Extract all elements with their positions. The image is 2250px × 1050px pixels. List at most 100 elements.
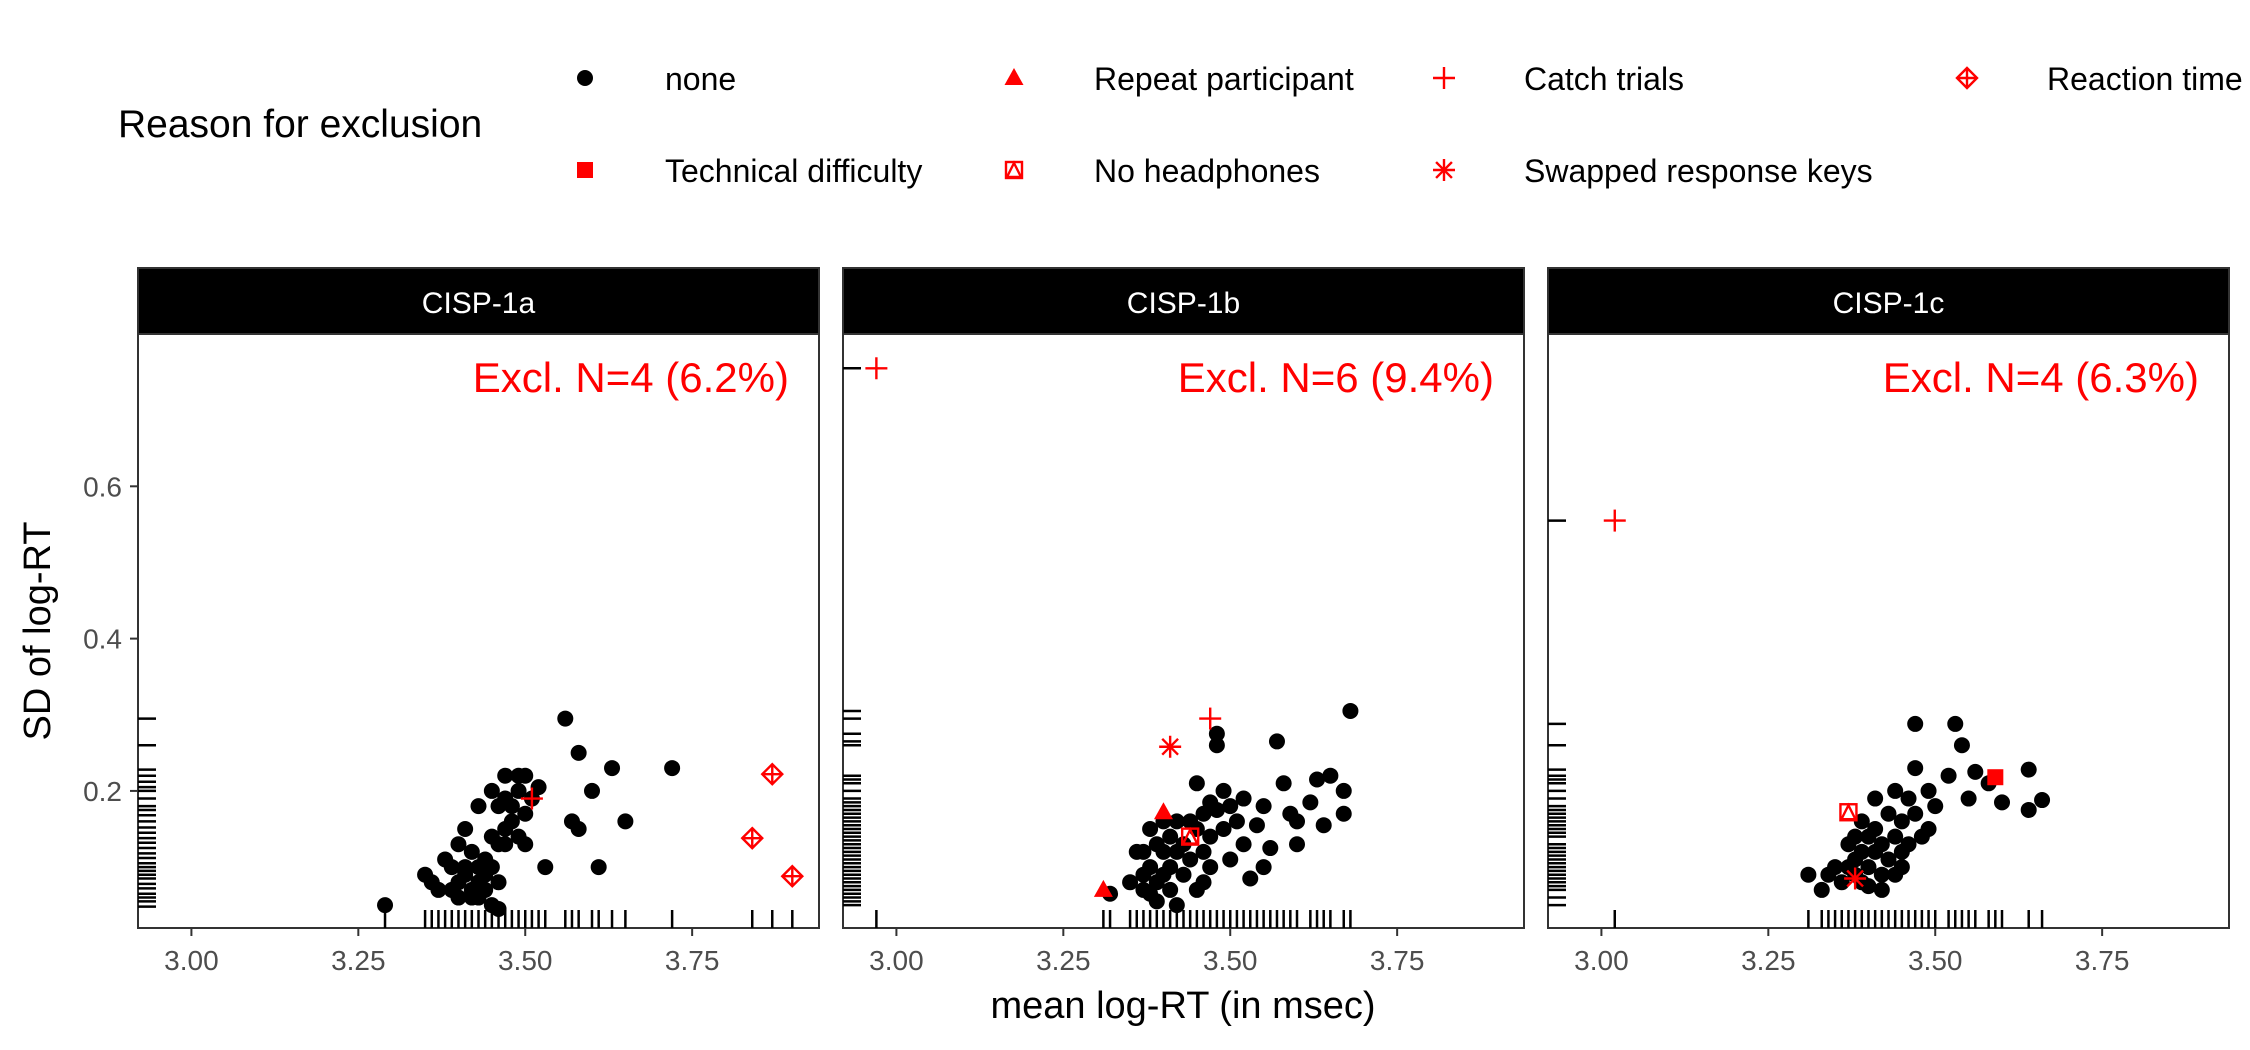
x-axis-title: mean log-RT (in msec) — [990, 985, 1375, 1027]
data-point — [1967, 763, 1984, 780]
data-point — [1175, 866, 1192, 883]
data-point — [1940, 767, 1957, 784]
data-point — [1860, 859, 1877, 876]
legend-item: Swapped response keys — [1433, 153, 1873, 189]
data-point — [1215, 821, 1232, 837]
x-tick-label: 3.75 — [1370, 945, 1425, 976]
y-tick-label: 0.2 — [83, 776, 122, 807]
legend-item: none — [577, 61, 736, 97]
data-point — [604, 760, 621, 777]
legend-item: No headphones — [1004, 153, 1320, 189]
data-point — [1202, 828, 1219, 845]
data-point — [1195, 843, 1212, 860]
x-tick-label: 3.00 — [164, 945, 219, 976]
data-point — [1800, 866, 1817, 883]
y-rug — [138, 717, 156, 908]
data-point — [1947, 715, 1964, 732]
data-point — [1262, 840, 1279, 857]
data-point — [664, 760, 681, 777]
data-point — [1162, 828, 1179, 845]
excluded-point — [1987, 769, 2004, 786]
data-point — [503, 813, 520, 830]
data-point — [1162, 881, 1179, 898]
data-point — [530, 779, 547, 796]
points-excluded — [1603, 509, 2004, 890]
data-point — [1208, 737, 1225, 754]
data-point — [1853, 813, 1870, 830]
facet-strip — [1547, 267, 2230, 335]
excluded-point-shape — [1987, 769, 2004, 786]
data-point — [570, 744, 587, 761]
excluded-point — [865, 357, 888, 380]
excluded-point-tri — [1181, 826, 1200, 845]
data-point — [1122, 874, 1139, 891]
x-tick-label: 3.50 — [1908, 945, 1963, 976]
data-point — [584, 782, 600, 799]
x-rug — [383, 910, 794, 928]
data-point — [1873, 836, 1890, 853]
excluded-point-tri — [1839, 802, 1858, 821]
excluded-point — [1844, 867, 1867, 890]
legend-label: Swapped response keys — [1524, 153, 1873, 189]
plot-area — [1547, 333, 2230, 929]
excluded-point-shape — [1093, 879, 1113, 897]
data-point — [1900, 790, 1917, 807]
panel-cisp-1b: CISP-1b Excl. N=6 (9.4%) 3.00 3.25 3.50 3.75 — [842, 267, 1525, 976]
data-point — [510, 782, 527, 799]
data-point — [1960, 790, 1977, 807]
data-point — [1155, 843, 1172, 860]
y-rug — [843, 367, 861, 907]
legend-label: Technical difficulty — [665, 153, 922, 189]
y-tick-label: 0.4 — [83, 624, 122, 655]
data-point — [1867, 790, 1884, 807]
data-point — [1268, 733, 1285, 750]
legend-label: Repeat participant — [1094, 61, 1354, 97]
x-tick-label: 3.00 — [869, 945, 924, 976]
data-point — [2020, 761, 2037, 778]
data-point — [1289, 836, 1305, 853]
data-point — [1235, 836, 1252, 853]
data-point — [1135, 843, 1152, 860]
data-point — [617, 813, 634, 830]
data-point — [1202, 859, 1219, 876]
legend-title: Reason for exclusion — [118, 103, 482, 146]
data-point — [477, 881, 494, 898]
excluded-point — [1159, 735, 1182, 758]
excluded-point-d — [1161, 737, 1179, 756]
data-point — [1873, 866, 1890, 883]
excluded-point — [760, 762, 784, 786]
excluded-point-d — [1846, 869, 1864, 888]
plot-area — [137, 333, 820, 929]
data-point — [1208, 801, 1225, 818]
data-point — [1235, 790, 1252, 807]
x-tick-label: 3.25 — [331, 945, 386, 976]
panel-cisp-1a: CISP-1a Excl. N=4 (6.2%) 3.00 3.25 3.50 3.75 — [137, 267, 820, 976]
data-point — [1255, 859, 1272, 876]
data-point — [517, 836, 534, 853]
data-point — [1215, 782, 1232, 799]
facet-title: CISP-1c — [1833, 287, 1945, 320]
data-point — [1813, 881, 1830, 898]
data-point — [1142, 821, 1159, 837]
facet-strip — [137, 267, 820, 335]
data-point — [517, 767, 534, 784]
legend-key-square-icon — [577, 162, 593, 178]
data-point — [1907, 805, 1924, 822]
excluded-point — [1093, 879, 1113, 897]
data-point — [1847, 828, 1864, 845]
legend-key-triangle-icon — [1004, 68, 1024, 85]
data-point — [1887, 782, 1904, 799]
exclusion-annotation: Excl. N=4 (6.2%) — [473, 354, 789, 401]
legend-label: Reaction time — [2047, 61, 2243, 97]
data-point — [1168, 897, 1185, 914]
data-point — [1162, 859, 1179, 876]
data-point — [1335, 782, 1352, 799]
data-point — [443, 859, 460, 876]
x-tick-label: 3.75 — [2075, 945, 2130, 976]
data-point — [1148, 893, 1165, 910]
legend: Reason for exclusion none Repeat participa… — [118, 61, 2243, 189]
data-point — [1927, 798, 1944, 815]
data-point — [1853, 843, 1870, 860]
